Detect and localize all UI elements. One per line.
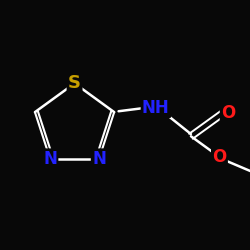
Text: S: S [68,74,81,92]
Text: O: O [212,148,226,166]
Text: NH: NH [142,99,170,117]
Text: O: O [221,104,235,122]
Text: N: N [43,150,57,168]
Text: N: N [92,150,106,168]
